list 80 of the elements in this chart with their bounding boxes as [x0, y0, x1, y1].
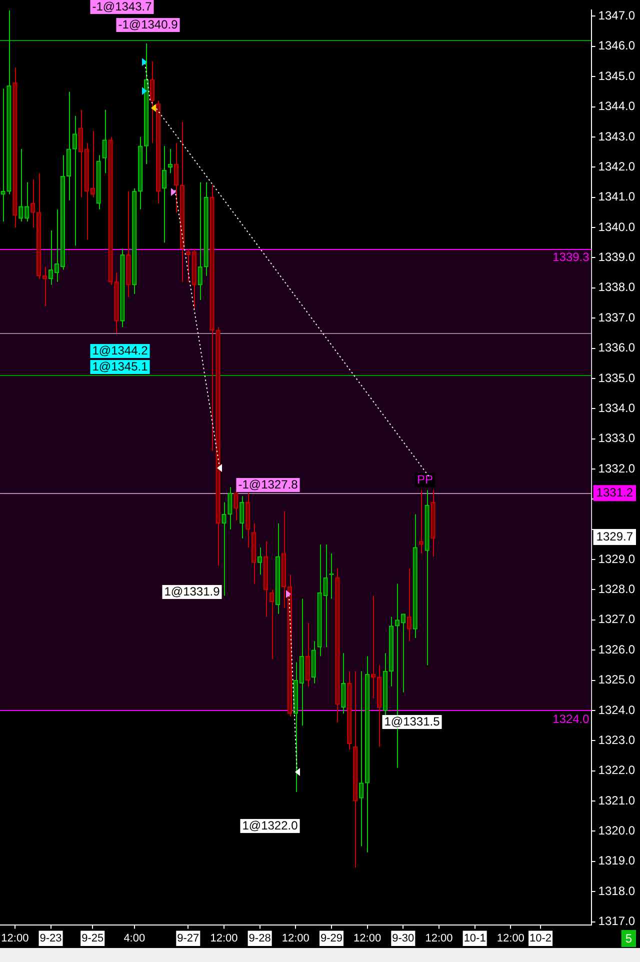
x-tick-label: 12:00 — [210, 932, 238, 944]
y-tick-label: 1344.0 — [598, 99, 636, 114]
y-tick-label: 1345.0 — [598, 68, 636, 83]
ref-line-label: 1339.3 — [552, 250, 590, 264]
x-tick-label: 9-25 — [82, 932, 104, 944]
x-tick-label: 9-29 — [320, 932, 343, 944]
candlestick — [418, 490, 424, 554]
y-tick-label: 1341.0 — [598, 190, 636, 204]
candlestick — [90, 130, 95, 198]
x-tick-label: 4:00 — [124, 932, 146, 944]
candlestick — [24, 182, 30, 222]
x-tick-label: 12:00 — [354, 932, 382, 944]
y-tick-label: 1339.0 — [598, 250, 636, 264]
y-tick-label: 1342.0 — [598, 159, 636, 174]
y-tick-label: 1336.0 — [598, 340, 636, 355]
candlestick — [30, 178, 36, 228]
y-tick-label: 1327.0 — [598, 612, 636, 626]
x-tick-label: 12:00 — [496, 932, 524, 944]
ref-line-label: 1331.2 — [596, 485, 634, 500]
candlestick — [198, 182, 202, 300]
y-tick-label: 1322.0 — [598, 763, 636, 778]
x-tick-label: 12:00 — [425, 932, 453, 944]
y-tick-label: 1324.0 — [598, 702, 636, 717]
y-tick-label: 1320.0 — [598, 824, 636, 838]
candlestick — [18, 148, 24, 222]
y-tick-label: 1343.0 — [598, 129, 636, 144]
x-tick-label: 9-23 — [40, 932, 62, 944]
y-tick-label: 1325.0 — [598, 672, 636, 687]
candlestick — [0, 88, 6, 222]
y-tick-label: 1333.0 — [598, 431, 636, 446]
y-tick-label: 1347.0 — [598, 8, 636, 23]
annotation: 1@1344.2 — [92, 343, 148, 358]
candlestick — [102, 109, 107, 174]
text: 1329.7 — [596, 529, 634, 544]
y-tick-label: 1334.0 — [598, 400, 636, 415]
y-tick-label: 1340.0 — [598, 220, 636, 234]
candlestick — [359, 670, 364, 847]
y-tick-label: 1328.0 — [598, 582, 636, 596]
x-tick-label: 9-30 — [392, 932, 414, 944]
text: 5 — [625, 931, 632, 946]
y-tick-label: 1321.0 — [598, 793, 636, 808]
candlestick — [341, 652, 346, 714]
candlestick — [305, 622, 310, 687]
annotation: 1@1331.9 — [164, 584, 220, 598]
y-tick-label: 1323.0 — [598, 732, 636, 747]
ref-line-label: 1324.0 — [552, 712, 590, 726]
annotation: -1@1340.9 — [118, 17, 178, 32]
candlestick — [406, 568, 412, 642]
annotation: 1@1322.0 — [242, 818, 298, 832]
annotation: -1@1327.8 — [238, 477, 298, 492]
x-tick-label: 12:00 — [282, 932, 310, 944]
y-tick-label: 1317.0 — [598, 914, 636, 928]
candlestick — [323, 544, 328, 648]
y-tick-label: 1319.0 — [598, 854, 636, 868]
annotation: 1@1331.5 — [384, 714, 440, 728]
x-tick-label: 9-28 — [248, 932, 271, 944]
y-tick-label: 1329.0 — [598, 552, 636, 566]
x-tick-label: 10-1 — [464, 932, 486, 944]
y-tick-label: 1338.0 — [598, 280, 636, 294]
y-tick-label: 1332.0 — [598, 461, 636, 476]
x-tick-label: 12:00 — [1, 932, 29, 944]
x-tick-label: 10-2 — [530, 932, 552, 944]
annotation: 1@1345.1 — [92, 359, 148, 374]
candlestick — [257, 546, 262, 576]
y-tick-label: 1326.0 — [598, 642, 636, 656]
y-tick-label: 1335.0 — [598, 370, 636, 385]
candlestick — [222, 502, 226, 596]
candlestick — [269, 589, 274, 660]
candlestick — [162, 146, 167, 244]
candlestick — [78, 109, 83, 198]
annotation: PP — [416, 472, 434, 486]
candlestick — [240, 496, 244, 539]
y-tick-label: 1318.0 — [598, 884, 636, 898]
candlestick — [72, 115, 77, 246]
y-tick-label: 1346.0 — [598, 38, 636, 53]
annotation: -1@1343.7 — [92, 0, 152, 14]
candlestick — [228, 486, 232, 530]
x-tick-label: 9-27 — [177, 932, 200, 944]
candlestick — [234, 490, 238, 521]
y-tick-label: 1337.0 — [598, 310, 636, 324]
